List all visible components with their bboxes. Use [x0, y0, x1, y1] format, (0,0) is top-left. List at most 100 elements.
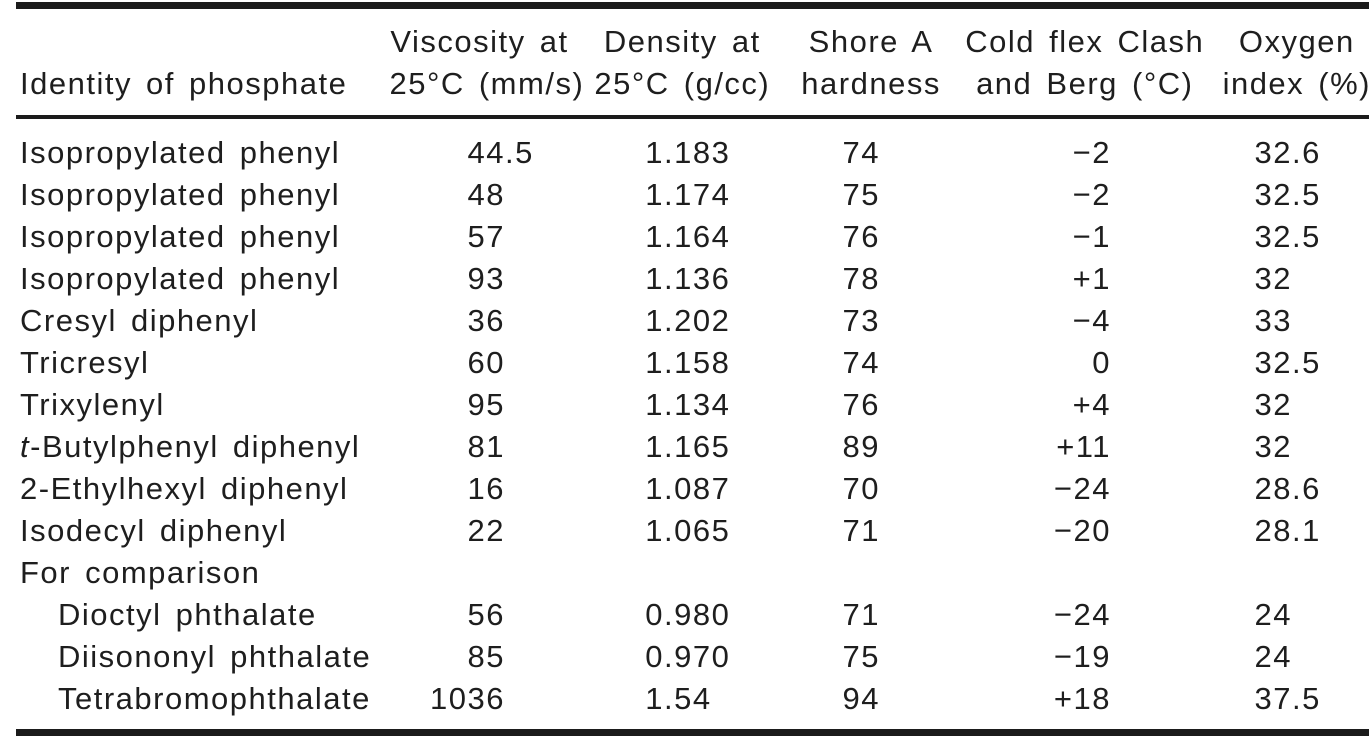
- value-decimal-part: [505, 594, 550, 636]
- value-integer-part: 24: [1254, 639, 1292, 674]
- value-decimal-part: .6: [1292, 471, 1321, 506]
- value-integer-part: 94: [842, 681, 880, 716]
- shore-hardness-cell: 71: [725, 594, 905, 636]
- value-integer-part: −20: [1053, 513, 1111, 548]
- shore-hardness-cell: 74: [725, 342, 905, 384]
- table-row: Isopropylated phenyl 57 1.164 76 −1 32.5: [0, 216, 1371, 258]
- column-header-identity: Identity of phosphate: [0, 21, 389, 105]
- value-integer-part: 95: [467, 387, 505, 422]
- value-integer-part: 1: [645, 681, 664, 716]
- table-row: Dioctyl phthalate 56 0.980 71 −24 24: [0, 594, 1371, 636]
- value-integer-part: 32: [1254, 387, 1292, 422]
- table-row: 2-Ethylhexyl diphenyl 16 1.087 70 −24 28.6: [0, 468, 1371, 510]
- phosphate-name-cell: Trixylenyl: [20, 387, 165, 422]
- viscosity-cell: 93: [405, 258, 550, 300]
- cold-flex-cell: −19: [905, 636, 1136, 678]
- table-header-row: Identity of phosphate Viscosity at 25°C …: [0, 9, 1371, 115]
- value-integer-part: 60: [467, 345, 505, 380]
- value-decimal-part: [1111, 468, 1136, 510]
- value-decimal-part: [505, 174, 550, 216]
- oxygen-index-cell: 32: [1136, 384, 1344, 426]
- value-decimal-part: [880, 300, 905, 342]
- table-row: Cresyl diphenyl 36 1.202 73 −4 33: [0, 300, 1371, 342]
- column-header-identity-line2: Identity of phosphate: [20, 66, 348, 101]
- value-decimal-part: [880, 384, 905, 426]
- value-decimal-part: [1111, 216, 1136, 258]
- value-integer-part: 71: [842, 597, 880, 632]
- table-bottom-rule: [16, 729, 1369, 736]
- value-decimal-part: [1111, 510, 1136, 552]
- column-header-cold-flex: Cold flex Clash and Berg (°C): [947, 21, 1223, 105]
- value-decimal-part: .5: [1292, 219, 1321, 254]
- oxygen-index-cell: 24: [1136, 636, 1344, 678]
- value-decimal-part: .164: [664, 219, 731, 254]
- value-decimal-part: [880, 594, 905, 636]
- column-header-density-line2: 25°C (g/cc): [594, 66, 771, 101]
- value-decimal-part: .158: [664, 345, 731, 380]
- viscosity-cell: 95: [405, 384, 550, 426]
- value-integer-part: 1: [645, 429, 664, 464]
- value-decimal-part: .5: [505, 135, 534, 170]
- value-integer-part: −2: [1072, 177, 1111, 212]
- table-row: Isopropylated phenyl 48 1.174 75 −2 32.5: [0, 174, 1371, 216]
- table-header-rule: [16, 115, 1369, 119]
- value-integer-part: 32: [1254, 219, 1292, 254]
- cold-flex-cell: −24: [905, 468, 1136, 510]
- viscosity-cell: 44.5: [405, 132, 550, 174]
- value-decimal-part: .6: [1292, 135, 1321, 170]
- cold-flex-cell: 0: [905, 342, 1136, 384]
- density-cell: 1.087: [550, 468, 729, 510]
- value-decimal-part: .174: [664, 177, 731, 212]
- table-row: Trixylenyl 95 1.134 76 +4 32: [0, 384, 1371, 426]
- phosphate-name-cell: Isodecyl diphenyl: [20, 513, 288, 548]
- value-decimal-part: [880, 636, 905, 678]
- density-cell: 1.174: [550, 174, 731, 216]
- phosphate-name-cell: Cresyl diphenyl: [20, 303, 259, 338]
- column-header-oxygen-index-line1: Oxygen: [1238, 24, 1355, 59]
- value-decimal-part: [1111, 636, 1136, 678]
- oxygen-index-cell: 37.5: [1136, 678, 1344, 720]
- value-decimal-part: [505, 342, 550, 384]
- phosphate-name-cell: Dioctyl phthalate: [58, 597, 317, 632]
- table-row: Tetrabromophthalate 1036 1.54 94 +18 37.5: [0, 678, 1371, 720]
- phosphate-name-cell: t-Butylphenyl diphenyl: [20, 429, 361, 464]
- column-header-viscosity: Viscosity at 25°C (mm/s): [389, 21, 582, 105]
- value-integer-part: 81: [467, 429, 505, 464]
- viscosity-cell: 1036: [405, 678, 550, 720]
- value-integer-part: 85: [467, 639, 505, 674]
- value-integer-part: 48: [467, 177, 505, 212]
- value-integer-part: 70: [842, 471, 880, 506]
- viscosity-cell: 36: [405, 300, 550, 342]
- shore-hardness-cell: 74: [725, 132, 905, 174]
- value-decimal-part: [880, 678, 905, 720]
- table-row: Isopropylated phenyl 44.5 1.183 74 −2 32.6: [0, 132, 1371, 174]
- column-header-viscosity-line1: Viscosity at: [390, 24, 569, 59]
- value-decimal-part: [880, 342, 905, 384]
- oxygen-index-cell: 28.6: [1136, 468, 1344, 510]
- value-decimal-part: [505, 636, 550, 678]
- column-header-shore-hardness-line1: Shore A: [808, 24, 934, 59]
- value-decimal-part: .980: [664, 597, 731, 632]
- column-header-shore-hardness-line2: hardness: [801, 66, 941, 101]
- value-integer-part: −24: [1053, 471, 1111, 506]
- value-decimal-part: [1111, 132, 1136, 174]
- value-decimal-part: [1292, 384, 1344, 426]
- viscosity-cell: 56: [405, 594, 550, 636]
- value-integer-part: −2: [1072, 135, 1111, 170]
- value-integer-part: 1: [645, 303, 664, 338]
- phosphate-name-cell: 2-Ethylhexyl diphenyl: [20, 471, 349, 506]
- table-row: Isopropylated phenyl 93 1.136 78 +1 32: [0, 258, 1371, 300]
- table-top-rule: [16, 2, 1369, 9]
- shore-hardness-cell: 71: [725, 510, 905, 552]
- density-cell: 1.158: [550, 342, 731, 384]
- value-integer-part: 0: [1092, 345, 1111, 380]
- value-decimal-part: .5: [1292, 345, 1321, 380]
- value-integer-part: +4: [1072, 387, 1111, 422]
- column-header-identity-line1: [20, 21, 389, 63]
- value-integer-part: 1036: [430, 681, 505, 716]
- value-integer-part: 1: [645, 135, 664, 170]
- value-decimal-part: .183: [664, 135, 731, 170]
- phosphate-name-cell: Tetrabromophthalate: [58, 681, 371, 716]
- value-integer-part: 44: [467, 135, 505, 170]
